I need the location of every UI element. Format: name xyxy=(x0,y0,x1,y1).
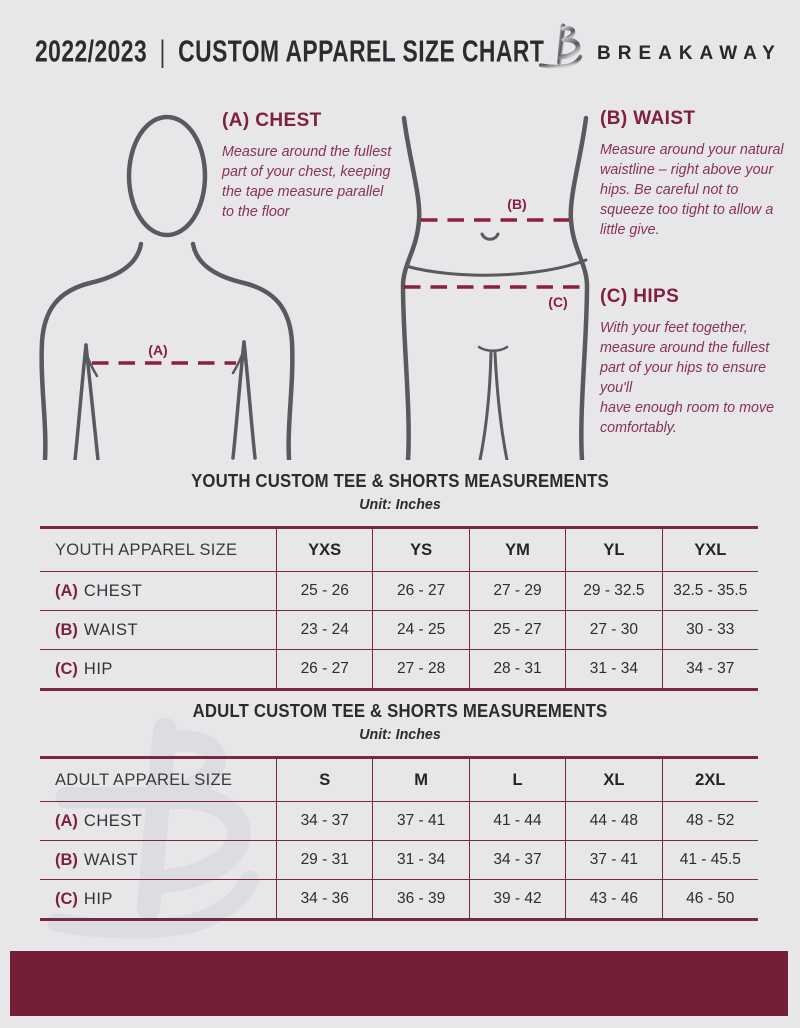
row-label-cell: (A) CHEST xyxy=(40,572,276,610)
value-cell: 34 - 37 xyxy=(661,650,758,688)
adult-table-title: ADULT CUSTOM TEE & SHORTS MEASUREMENTS xyxy=(192,701,608,721)
adult-hip-row: (C) HIP 34 - 36 36 - 39 39 - 42 43 - 46 4… xyxy=(40,880,758,918)
breakaway-b-watermark xyxy=(47,717,259,939)
value-cell: 36 - 39 xyxy=(372,880,468,918)
adult-size-col: S xyxy=(276,759,372,801)
row-label-cell: (A) CHEST xyxy=(40,802,276,840)
adult-table-unit: Unit: Inches xyxy=(359,726,441,743)
adult-size-header-cell: ADULT APPAREL SIZE xyxy=(55,770,233,789)
chest-body-text: Measure around the fullest part of your … xyxy=(222,144,392,221)
waist-instructions: (B) WAIST Measure around your natural wa… xyxy=(600,108,796,240)
value-cell: 34 - 37 xyxy=(468,841,565,879)
row-label: CHEST xyxy=(83,581,143,600)
value-cell: 31 - 34 xyxy=(565,650,661,688)
youth-size-col: YL xyxy=(565,529,661,571)
footer-bar xyxy=(10,951,788,1016)
value-cell: 26 - 27 xyxy=(372,572,468,610)
value-cell: 34 - 36 xyxy=(276,880,372,918)
row-key: (B) xyxy=(55,620,78,639)
value-cell: 23 - 24 xyxy=(276,611,372,649)
value-cell: 39 - 42 xyxy=(468,880,565,918)
hips-instructions: (C) HIPS With your feet together, measur… xyxy=(600,286,796,438)
value-cell: 30 - 33 xyxy=(661,611,758,649)
row-label: CHEST xyxy=(83,811,143,830)
adult-size-table: ADULT APPAREL SIZE S M L XL 2XL (A) CHEST… xyxy=(40,756,758,921)
chest-heading: (A) CHEST xyxy=(222,110,322,131)
value-cell: 25 - 26 xyxy=(276,572,372,610)
value-cell: 44 - 48 xyxy=(565,802,661,840)
youth-table-title: YOUTH CUSTOM TEE & SHORTS MEASUREMENTS xyxy=(191,471,609,491)
youth-size-col: YXL xyxy=(661,529,758,571)
youth-size-col: YXS xyxy=(276,529,372,571)
value-cell: 25 - 27 xyxy=(468,611,565,649)
hips-heading: (C) HIPS xyxy=(600,286,680,307)
chest-instructions: (A) CHEST Measure around the fullest par… xyxy=(222,110,396,222)
hip-marker-label: (C) xyxy=(548,294,567,310)
youth-size-col: YS xyxy=(372,529,468,571)
row-key: (A) xyxy=(55,811,78,830)
value-cell: 31 - 34 xyxy=(372,841,468,879)
youth-table-header-row: YOUTH APPAREL SIZE YXS YS YM YL YXL xyxy=(40,529,758,572)
waist-hip-measure-figure: (B) (C) xyxy=(400,115,590,460)
adult-size-col: M xyxy=(372,759,468,801)
adult-chest-row: (A) CHEST 34 - 37 37 - 41 41 - 44 44 - 48… xyxy=(40,802,758,841)
adult-size-col: L xyxy=(468,759,565,801)
chest-marker-label: (A) xyxy=(148,342,167,358)
value-cell: 41 - 45.5 xyxy=(661,841,758,879)
title-text: CUSTOM APPAREL SIZE CHART xyxy=(178,33,545,69)
youth-size-table: YOUTH APPAREL SIZE YXS YS YM YL YXL (A) C… xyxy=(40,526,758,691)
value-cell: 43 - 46 xyxy=(565,880,661,918)
row-key: (C) xyxy=(55,659,78,678)
row-label-cell: (C) HIP xyxy=(40,880,276,918)
value-cell: 26 - 27 xyxy=(276,650,372,688)
title-divider: | xyxy=(159,33,166,69)
value-cell: 27 - 29 xyxy=(468,572,565,610)
row-label: WAIST xyxy=(83,620,139,639)
waist-marker-label: (B) xyxy=(507,196,526,212)
row-label: HIP xyxy=(83,889,113,908)
value-cell: 28 - 31 xyxy=(468,650,565,688)
breakaway-logo-icon xyxy=(538,23,583,69)
value-cell: 29 - 31 xyxy=(276,841,372,879)
row-label-cell: (B) WAIST xyxy=(40,611,276,649)
youth-size-col: YM xyxy=(468,529,565,571)
row-key: (B) xyxy=(55,850,78,869)
youth-hip-row: (C) HIP 26 - 27 27 - 28 28 - 31 31 - 34 3… xyxy=(40,650,758,688)
brand-name: BREAKAWAY xyxy=(597,43,782,64)
youth-table-unit: Unit: Inches xyxy=(359,496,441,513)
value-cell: 27 - 28 xyxy=(372,650,468,688)
value-cell: 27 - 30 xyxy=(565,611,661,649)
row-label: HIP xyxy=(83,659,113,678)
waist-body-text: Measure around your natural waistline – … xyxy=(600,142,784,239)
adult-waist-row: (B) WAIST 29 - 31 31 - 34 34 - 37 37 - 41… xyxy=(40,841,758,880)
value-cell: 29 - 32.5 xyxy=(565,572,661,610)
value-cell: 32.5 - 35.5 xyxy=(661,572,758,610)
value-cell: 24 - 25 xyxy=(372,611,468,649)
value-cell: 48 - 52 xyxy=(661,802,758,840)
adult-table-header-row: ADULT APPAREL SIZE S M L XL 2XL xyxy=(40,759,758,802)
adult-size-col: XL xyxy=(565,759,661,801)
value-cell: 46 - 50 xyxy=(661,880,758,918)
title-season: 2022/2023 xyxy=(35,33,148,69)
row-label-cell: (C) HIP xyxy=(40,650,276,688)
adult-size-col: 2XL xyxy=(661,759,758,801)
hips-body-text: With your feet together, measure around … xyxy=(600,320,775,437)
youth-waist-row: (B) WAIST 23 - 24 24 - 25 25 - 27 27 - 30… xyxy=(40,611,758,650)
value-cell: 34 - 37 xyxy=(276,802,372,840)
waist-heading: (B) WAIST xyxy=(600,108,696,129)
row-label-cell: (B) WAIST xyxy=(40,841,276,879)
value-cell: 37 - 41 xyxy=(565,841,661,879)
youth-chest-row: (A) CHEST 25 - 26 26 - 27 27 - 29 29 - 32… xyxy=(40,572,758,611)
row-label: WAIST xyxy=(83,850,139,869)
value-cell: 41 - 44 xyxy=(468,802,565,840)
value-cell: 37 - 41 xyxy=(372,802,468,840)
youth-size-header-cell: YOUTH APPAREL SIZE xyxy=(55,540,238,559)
document-title: 2022/2023 | CUSTOM APPAREL SIZE CHART xyxy=(35,33,544,70)
row-key: (A) xyxy=(55,581,78,600)
chest-measure-figure: (A) xyxy=(39,114,295,460)
row-key: (C) xyxy=(55,889,78,908)
